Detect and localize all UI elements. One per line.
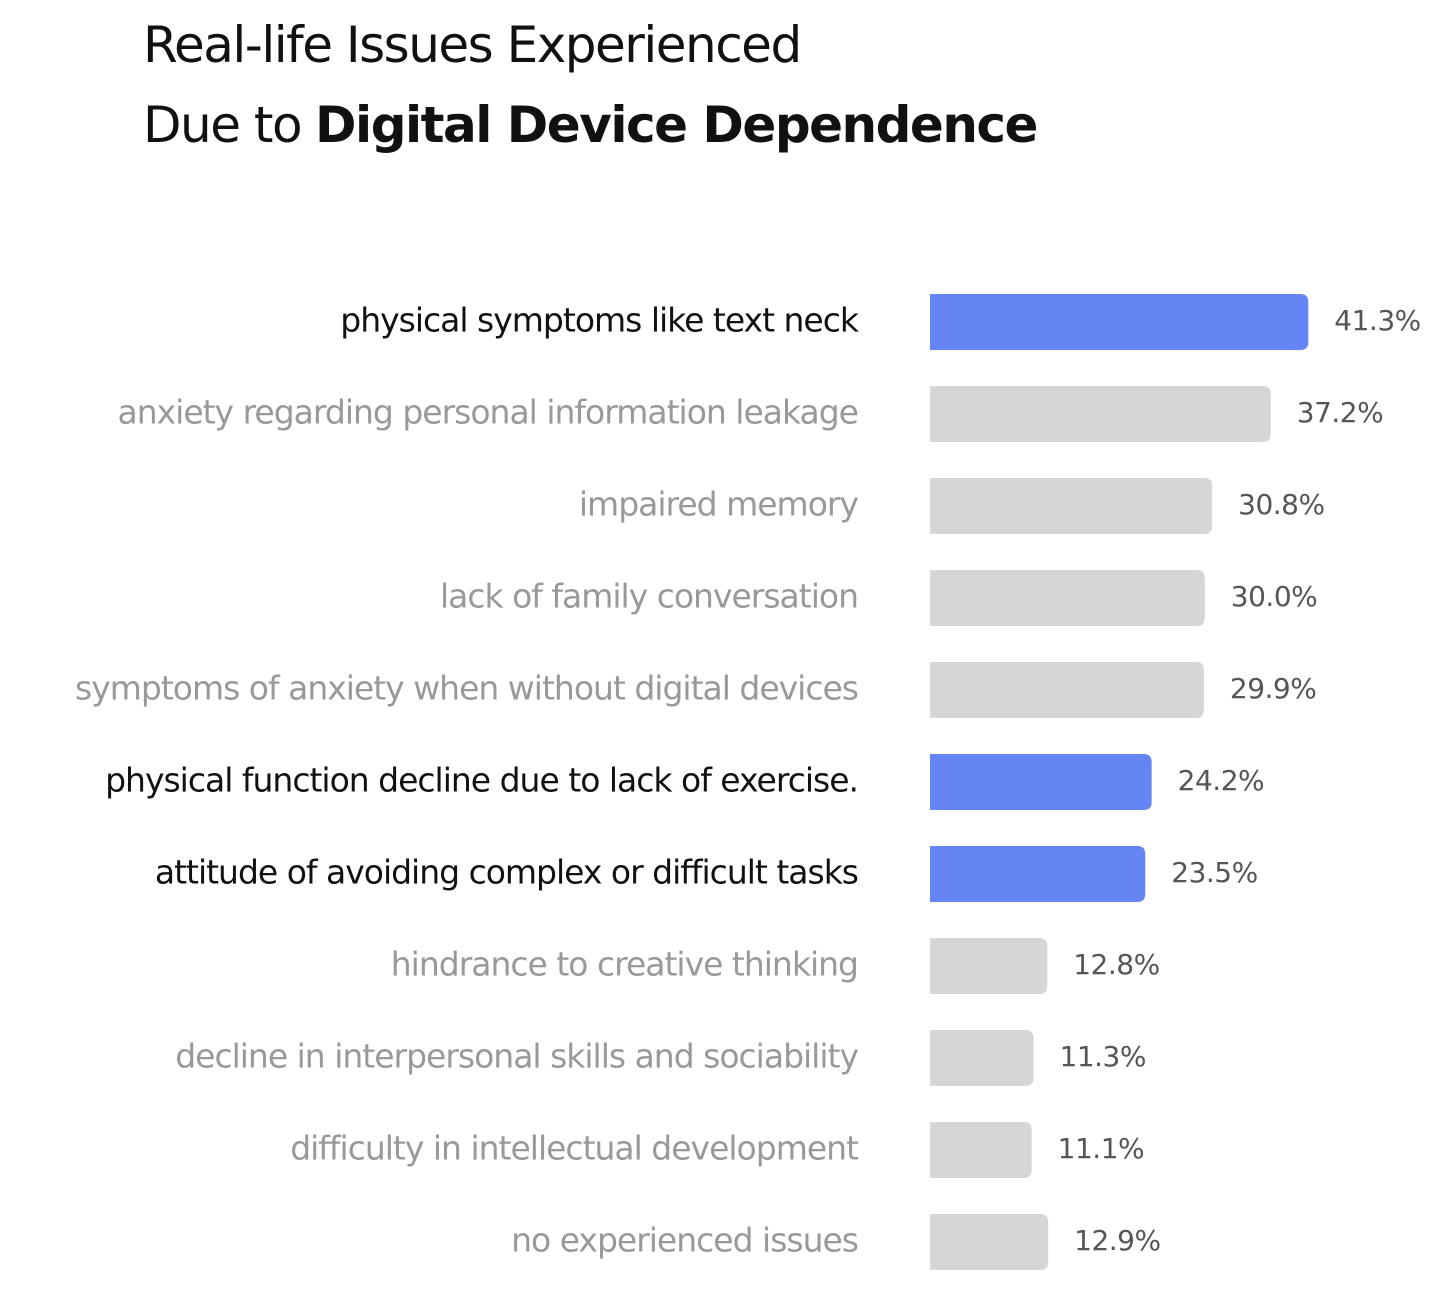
bar [930,1214,1049,1270]
bar [930,754,1152,810]
bar [930,478,1213,534]
category-label: symptoms of anxiety when without digital… [75,669,858,708]
category-label: physical function decline due to lack of… [105,761,858,800]
category-label: lack of family conversation [440,577,858,616]
value-label: 29.9% [1230,672,1316,705]
bar [930,846,1146,902]
value-label: 30.8% [1238,488,1324,521]
value-label: 30.0% [1231,580,1317,613]
value-label: 41.3% [1334,304,1420,337]
category-label: hindrance to creative thinking [391,945,858,984]
bar [930,570,1205,626]
value-label: 23.5% [1171,856,1257,889]
bar [930,938,1048,994]
category-label: attitude of avoiding complex or difficul… [155,853,858,892]
category-label: impaired memory [579,485,859,524]
bar [930,1122,1032,1178]
value-label: 24.2% [1178,764,1264,797]
category-label: physical symptoms like text neck [340,301,860,340]
value-label: 11.3% [1060,1040,1146,1073]
title-part: Digital Device Dependence [315,96,1037,154]
category-label: difficulty in intellectual development [290,1129,859,1168]
chart-title: Due to Digital Device Dependence [143,96,1037,154]
bar [930,662,1204,718]
value-label: 12.9% [1074,1224,1160,1257]
title-line: Real-life Issues Experienced [143,16,801,74]
value-label: 11.1% [1058,1132,1144,1165]
chart-title: Real-life Issues Experienced [143,16,801,74]
value-label: 37.2% [1297,396,1383,429]
category-label: decline in interpersonal skills and soci… [175,1037,858,1076]
bar [930,1030,1034,1086]
category-label: anxiety regarding personal information l… [117,393,858,432]
bar [930,294,1309,350]
value-label: 12.8% [1073,948,1159,981]
category-label: no experienced issues [511,1221,858,1260]
title-part: Due to [143,96,301,154]
bar [930,386,1271,442]
